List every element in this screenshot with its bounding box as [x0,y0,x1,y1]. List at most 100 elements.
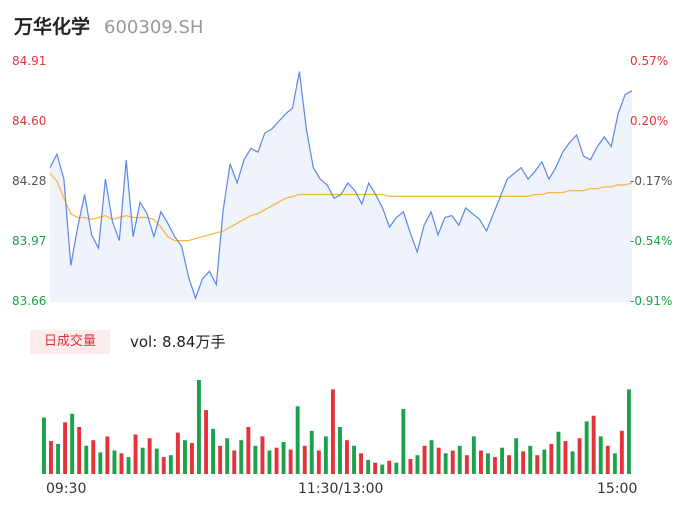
price-label-bottom: 83.66 [12,294,47,308]
volume-bar [619,430,624,474]
price-label-2: 84.60 [12,114,47,128]
stock-code: 600309.SH [104,17,204,38]
volume-bar [232,450,237,474]
volume-bar [288,449,293,474]
volume-bar [331,389,335,474]
stock-name: 万华化学 [14,16,91,38]
price-label-top: 84.91 [12,54,47,68]
time-label-open: 09:30 [46,481,87,497]
volume-bar [577,438,582,474]
volume-bar [429,440,434,474]
volume-bar [471,436,476,474]
volume-bar [352,445,356,474]
pct-label-4: -0.54% [630,234,673,248]
volume-bar [366,459,371,474]
volume-bar [598,436,603,474]
volume-bar [197,380,201,474]
volume-bar [493,457,497,474]
volume-bar [204,410,208,474]
volume-bar [225,438,230,474]
time-label-close: 15:00 [597,481,638,497]
volume-bar [309,430,314,474]
volume-bar [140,447,145,474]
volume-bar [464,455,469,474]
volume-bar [549,443,554,474]
pct-label-bottom: -0.91% [630,294,673,308]
volume-value: vol: 8.84万手 [130,333,226,351]
volume-bar [570,451,575,474]
volume-bar [316,450,321,474]
volume-bar [528,445,533,474]
volume-bar [408,459,413,474]
volume-bar [119,453,124,474]
volume-bar [211,428,215,474]
volume-bar [514,438,519,474]
volume-bar [112,450,117,474]
volume-bar [507,455,511,474]
volume-bar [281,442,286,474]
volume-bar [133,434,138,474]
volume-bar [295,406,300,474]
volume-bar [521,451,526,474]
volume-bar [422,445,427,474]
volume-bar [105,436,110,474]
volume-bar [535,455,540,474]
volume-bar [239,440,244,474]
volume-bar [436,447,441,474]
volume-bar [323,436,328,474]
volume-bar [380,464,385,474]
volume-bar [627,389,631,474]
volume-bar [49,441,53,474]
volume-bar [359,453,363,474]
volume-bar [91,440,96,474]
volume-bar [70,413,75,474]
price-label-mid: 84.28 [12,174,47,188]
volume-bar [584,421,589,474]
volume-bar [556,431,561,474]
volume-bar [457,445,462,474]
volume-bar [542,449,547,474]
volume-bar [77,427,82,474]
volume-bar [500,447,504,474]
volume-bar [394,462,399,474]
volume-bar [218,445,223,474]
volume-bar [274,447,279,474]
volume-bar [98,452,103,474]
volume-bar [126,457,131,474]
price-area [50,71,632,302]
volume-bar [387,460,392,474]
volume-bar [161,457,166,474]
volume-bar [154,448,159,474]
volume-bar [260,436,265,474]
volume-bar [605,445,610,474]
volume-bar [253,445,258,474]
volume-bar [563,441,568,474]
stock-header: 万华化学 600309.SH [14,12,203,40]
volume-bar [443,453,448,474]
volume-bar [401,409,406,474]
volume-bar [612,453,617,474]
volume-bar [183,440,187,474]
volume-bar [591,415,596,474]
volume-bar [42,417,46,474]
volume-bar [147,438,152,474]
volume-bar [302,445,307,474]
volume-tab[interactable]: 日成交量 [30,330,110,354]
pct-label-2: 0.20% [630,114,669,128]
volume-bar [267,450,272,474]
volume-bar [345,440,349,474]
volume-bar [450,450,455,474]
volume-bar [175,432,180,474]
price-label-4: 83.97 [12,234,47,248]
volume-bar [84,445,89,474]
volume-bar [63,422,67,474]
price-line [49,71,633,301]
volume-bar [190,443,194,474]
volume-bar [168,455,173,474]
time-label-midday: 11:30/13:00 [298,481,384,497]
volume-bar [415,455,420,474]
volume-bar [373,462,378,474]
pct-label-mid: -0.17% [630,174,673,188]
volume-bar [56,443,60,474]
